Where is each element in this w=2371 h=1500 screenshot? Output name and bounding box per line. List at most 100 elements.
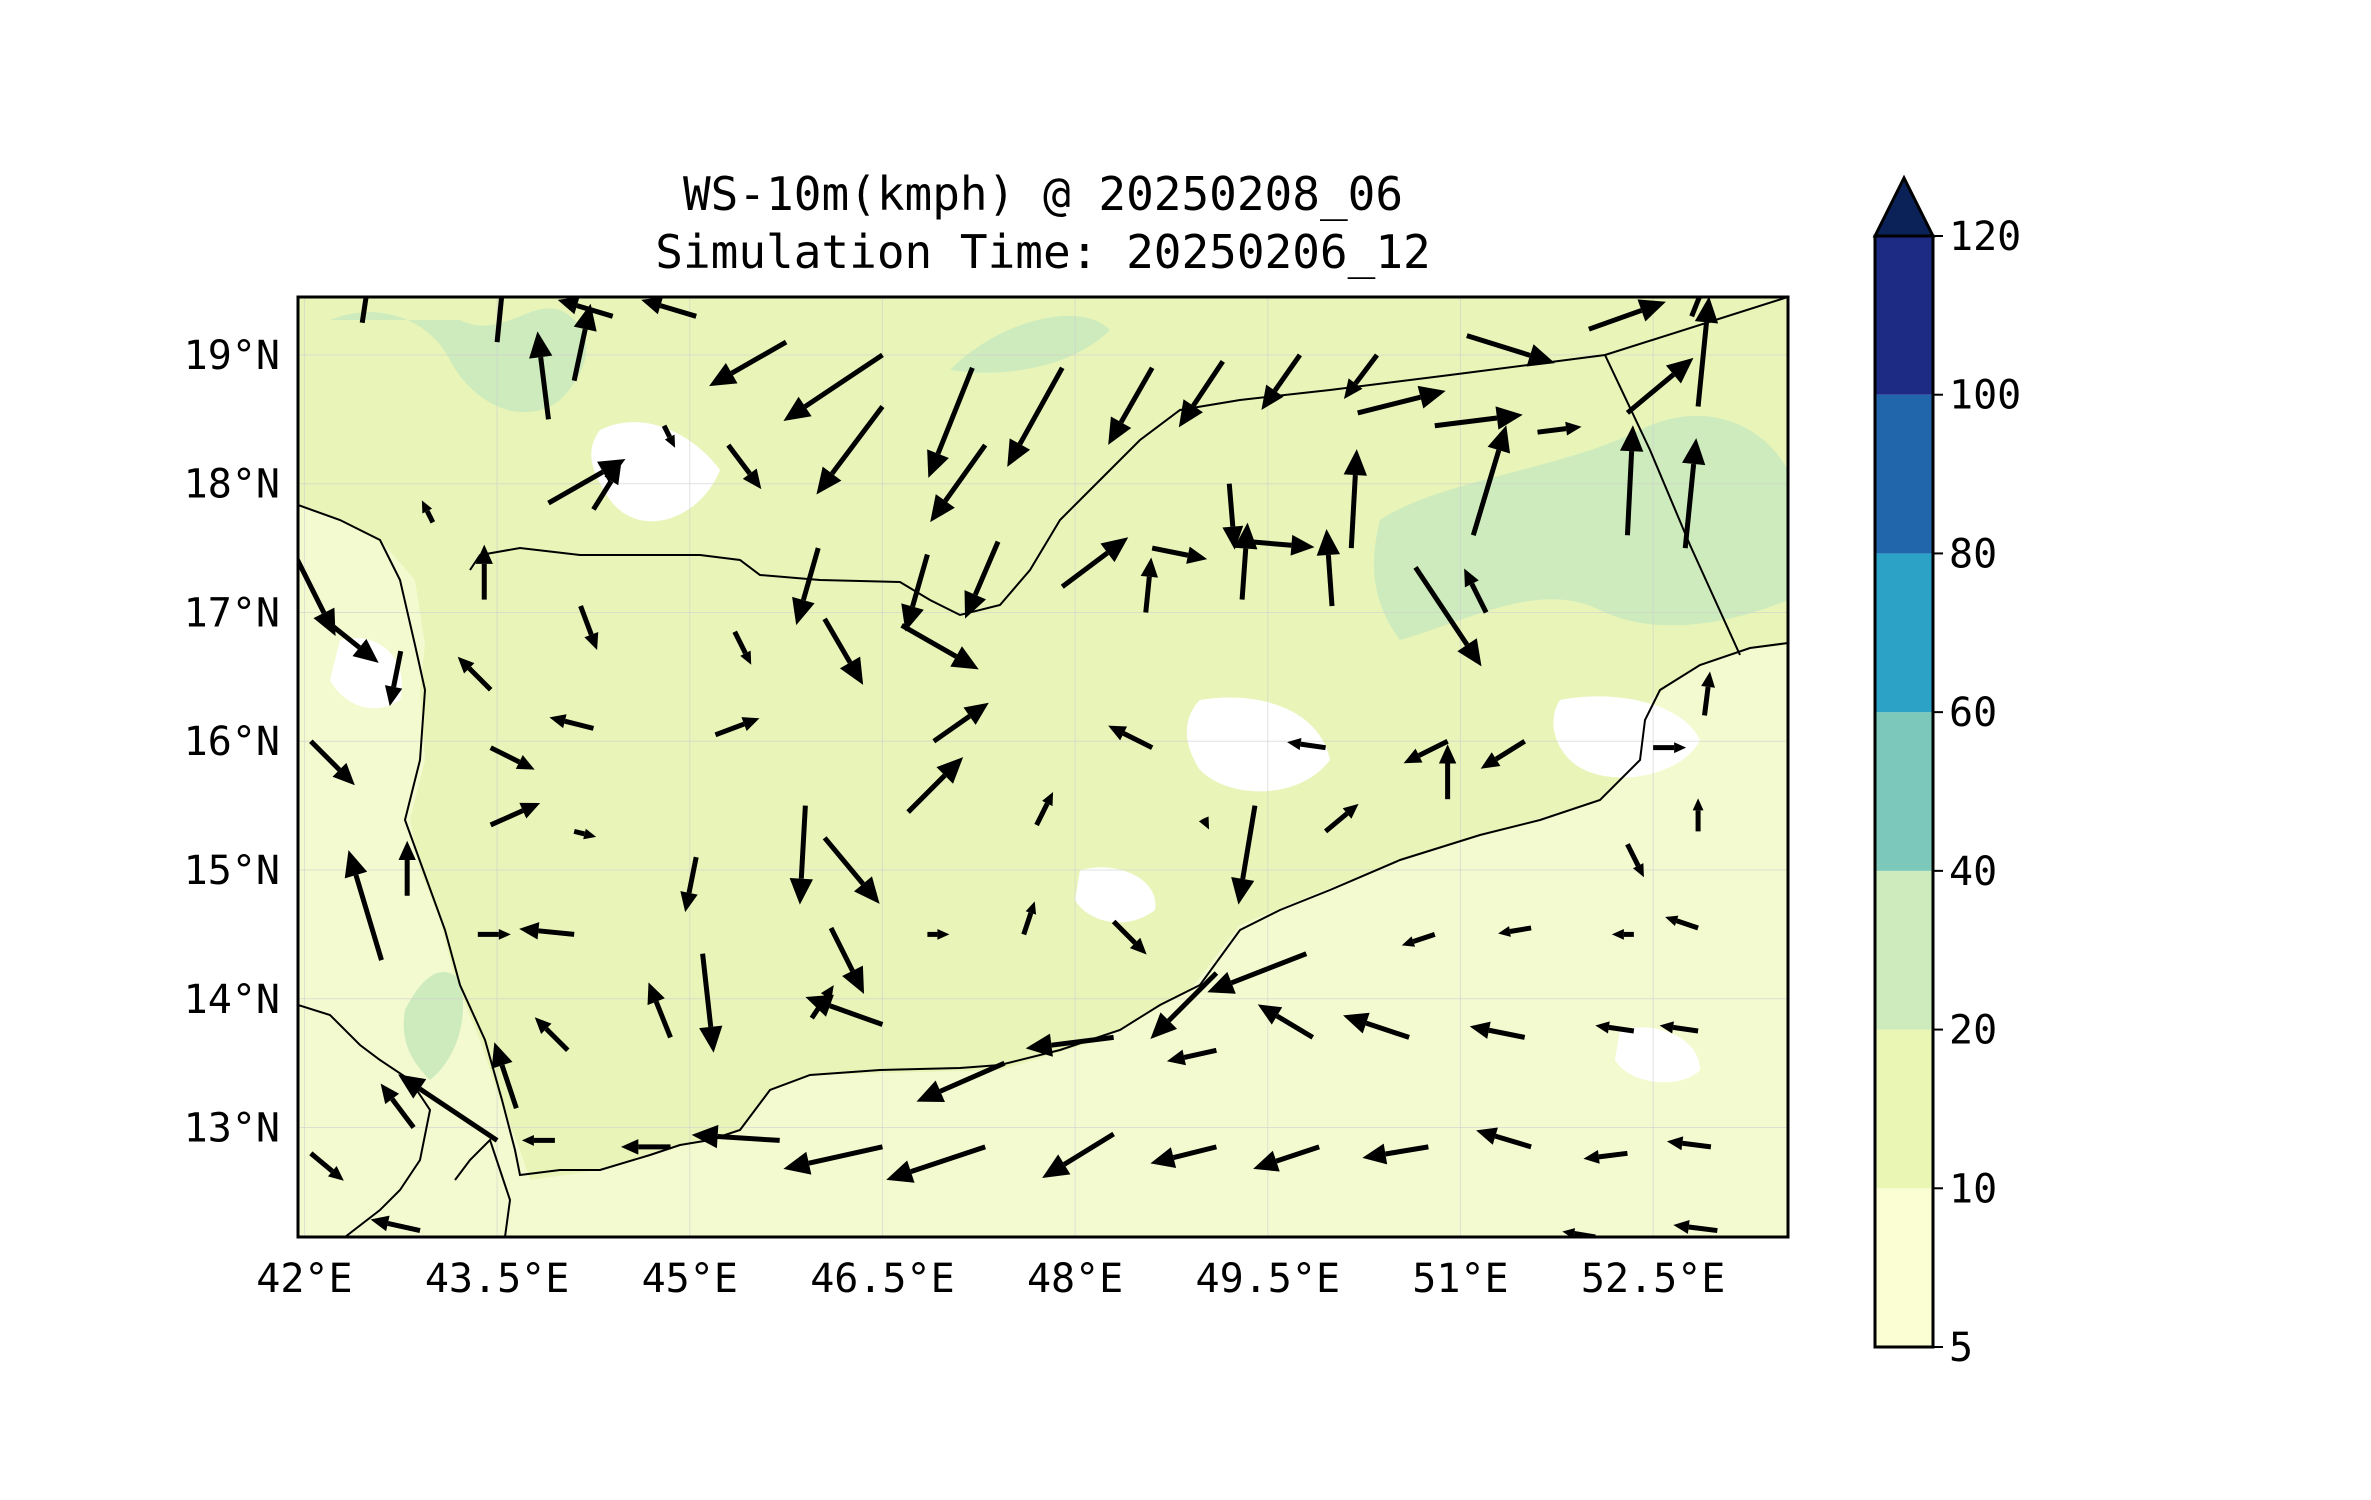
wind-vector [573,828,597,840]
colorbar-segment [1875,712,1933,871]
wind-vector [691,1124,780,1149]
wind-vector [900,623,979,670]
wind-vector [457,656,493,692]
lon-tick-label: 52.5°E [1581,1256,1726,1302]
wind-vector [359,297,369,324]
wind-vector [1025,1033,1114,1057]
lat-tick-label: 13°N [184,1106,280,1152]
wind-vector [1316,529,1341,607]
wind-vector [384,650,404,707]
wind-vector [680,856,699,913]
wind-vector [475,544,493,600]
wind-vector [1034,791,1054,827]
colorbar-tick-label: 5 [1949,1325,1973,1371]
wind-vector [732,630,752,665]
border-yemen-oman [1604,354,1741,656]
lat-tick-label: 16°N [184,719,280,765]
wind-vector [1701,671,1716,716]
wind-vector [557,297,614,319]
colorbar-tick-label: 40 [1949,849,1997,895]
wind-vector [1694,297,1719,407]
wind-vector [726,443,762,490]
wind-vector [489,745,535,770]
coastline-africa [454,1138,512,1237]
wind-vector [1357,385,1446,416]
wind-vector [1659,1021,1699,1034]
wind-vector [1470,425,1511,536]
wind-vector [1207,951,1308,994]
borders-coastlines [298,297,1788,1237]
coastline-africa [298,1004,432,1237]
wind-vector [521,1135,555,1146]
wind-vector [1343,353,1379,399]
map-panel[interactable] [292,213,1788,1239]
wind-vector [932,702,989,744]
wind-vector [1498,925,1532,937]
calm-patch [1075,867,1156,923]
wind-vector [1625,843,1644,878]
longitude-axis: 42°E 43.5°E 45°E 46.5°E 48°E 49.5°E 51°E 52.5°E [256,1256,1725,1302]
wind-vector [1438,744,1457,800]
wind-vector [1362,1143,1429,1165]
calm-patch [1553,696,1700,778]
wind-vector [901,553,930,632]
wind-vector [421,500,436,524]
lon-tick-label: 45°E [642,1256,738,1302]
wind-vector [398,840,416,896]
wind-vector [641,297,697,319]
wind-vector [1287,738,1326,751]
colorbar-tick-label: 10 [1949,1166,1997,1212]
wind-vector [886,1144,986,1183]
map-frame [296,295,1790,1239]
wind-vector [927,366,975,478]
wind-vector [489,802,541,828]
wind-vector [494,297,505,343]
lon-tick-label: 43.5°E [425,1256,570,1302]
calm-patch [330,638,402,709]
wind-vector [1111,919,1147,955]
lat-tick-label: 17°N [184,590,280,636]
wind-vector [547,459,626,506]
latitude-axis: 19°N 18°N 17°N 16°N 15°N 14°N 13°N [184,333,280,1152]
wind-vector [1150,1144,1218,1168]
wind-vector [1108,366,1155,445]
wind-vector [1403,739,1449,764]
wind-vector [822,617,864,685]
lon-tick-label: 42°E [256,1256,352,1302]
wind-vector [1108,725,1154,750]
calm-patch [1186,697,1330,792]
wind-vector [1150,971,1219,1040]
wind-vector [1257,1004,1315,1040]
lon-tick-label: 46.5°E [810,1256,955,1302]
wind-vector [822,836,880,904]
wind-vector [816,404,885,495]
wind-vector [309,1151,344,1181]
wind-vector [792,547,821,626]
wind-vector [491,1042,519,1110]
wind-vector [1166,1047,1217,1066]
wind-vector [1042,1131,1115,1178]
calm-patch [1615,1027,1700,1083]
wind-vector [1583,1149,1628,1164]
colorbar-segment [1875,553,1933,713]
colorbar-segment [1875,1188,1933,1347]
wind-vector [1692,798,1704,832]
wind-vector [1673,1220,1718,1234]
wind-vector [1653,742,1687,754]
wind-vector [828,926,865,994]
wind-vector [1619,425,1644,536]
wind-vector [1261,353,1302,410]
wind-vector [309,739,355,786]
colorbar-segment [1875,236,1933,395]
wind-vector [578,605,599,651]
wind-vector [1248,534,1315,556]
colorbar-frame [1873,234,1935,1349]
wind-vector [1666,1136,1712,1151]
wind-vector [1343,1012,1410,1040]
wind-vector [809,985,834,1020]
wind-vector [647,982,673,1039]
lat-tick-label: 15°N [184,848,280,894]
gridlines [298,297,1788,1237]
wind-vector [398,1074,499,1143]
